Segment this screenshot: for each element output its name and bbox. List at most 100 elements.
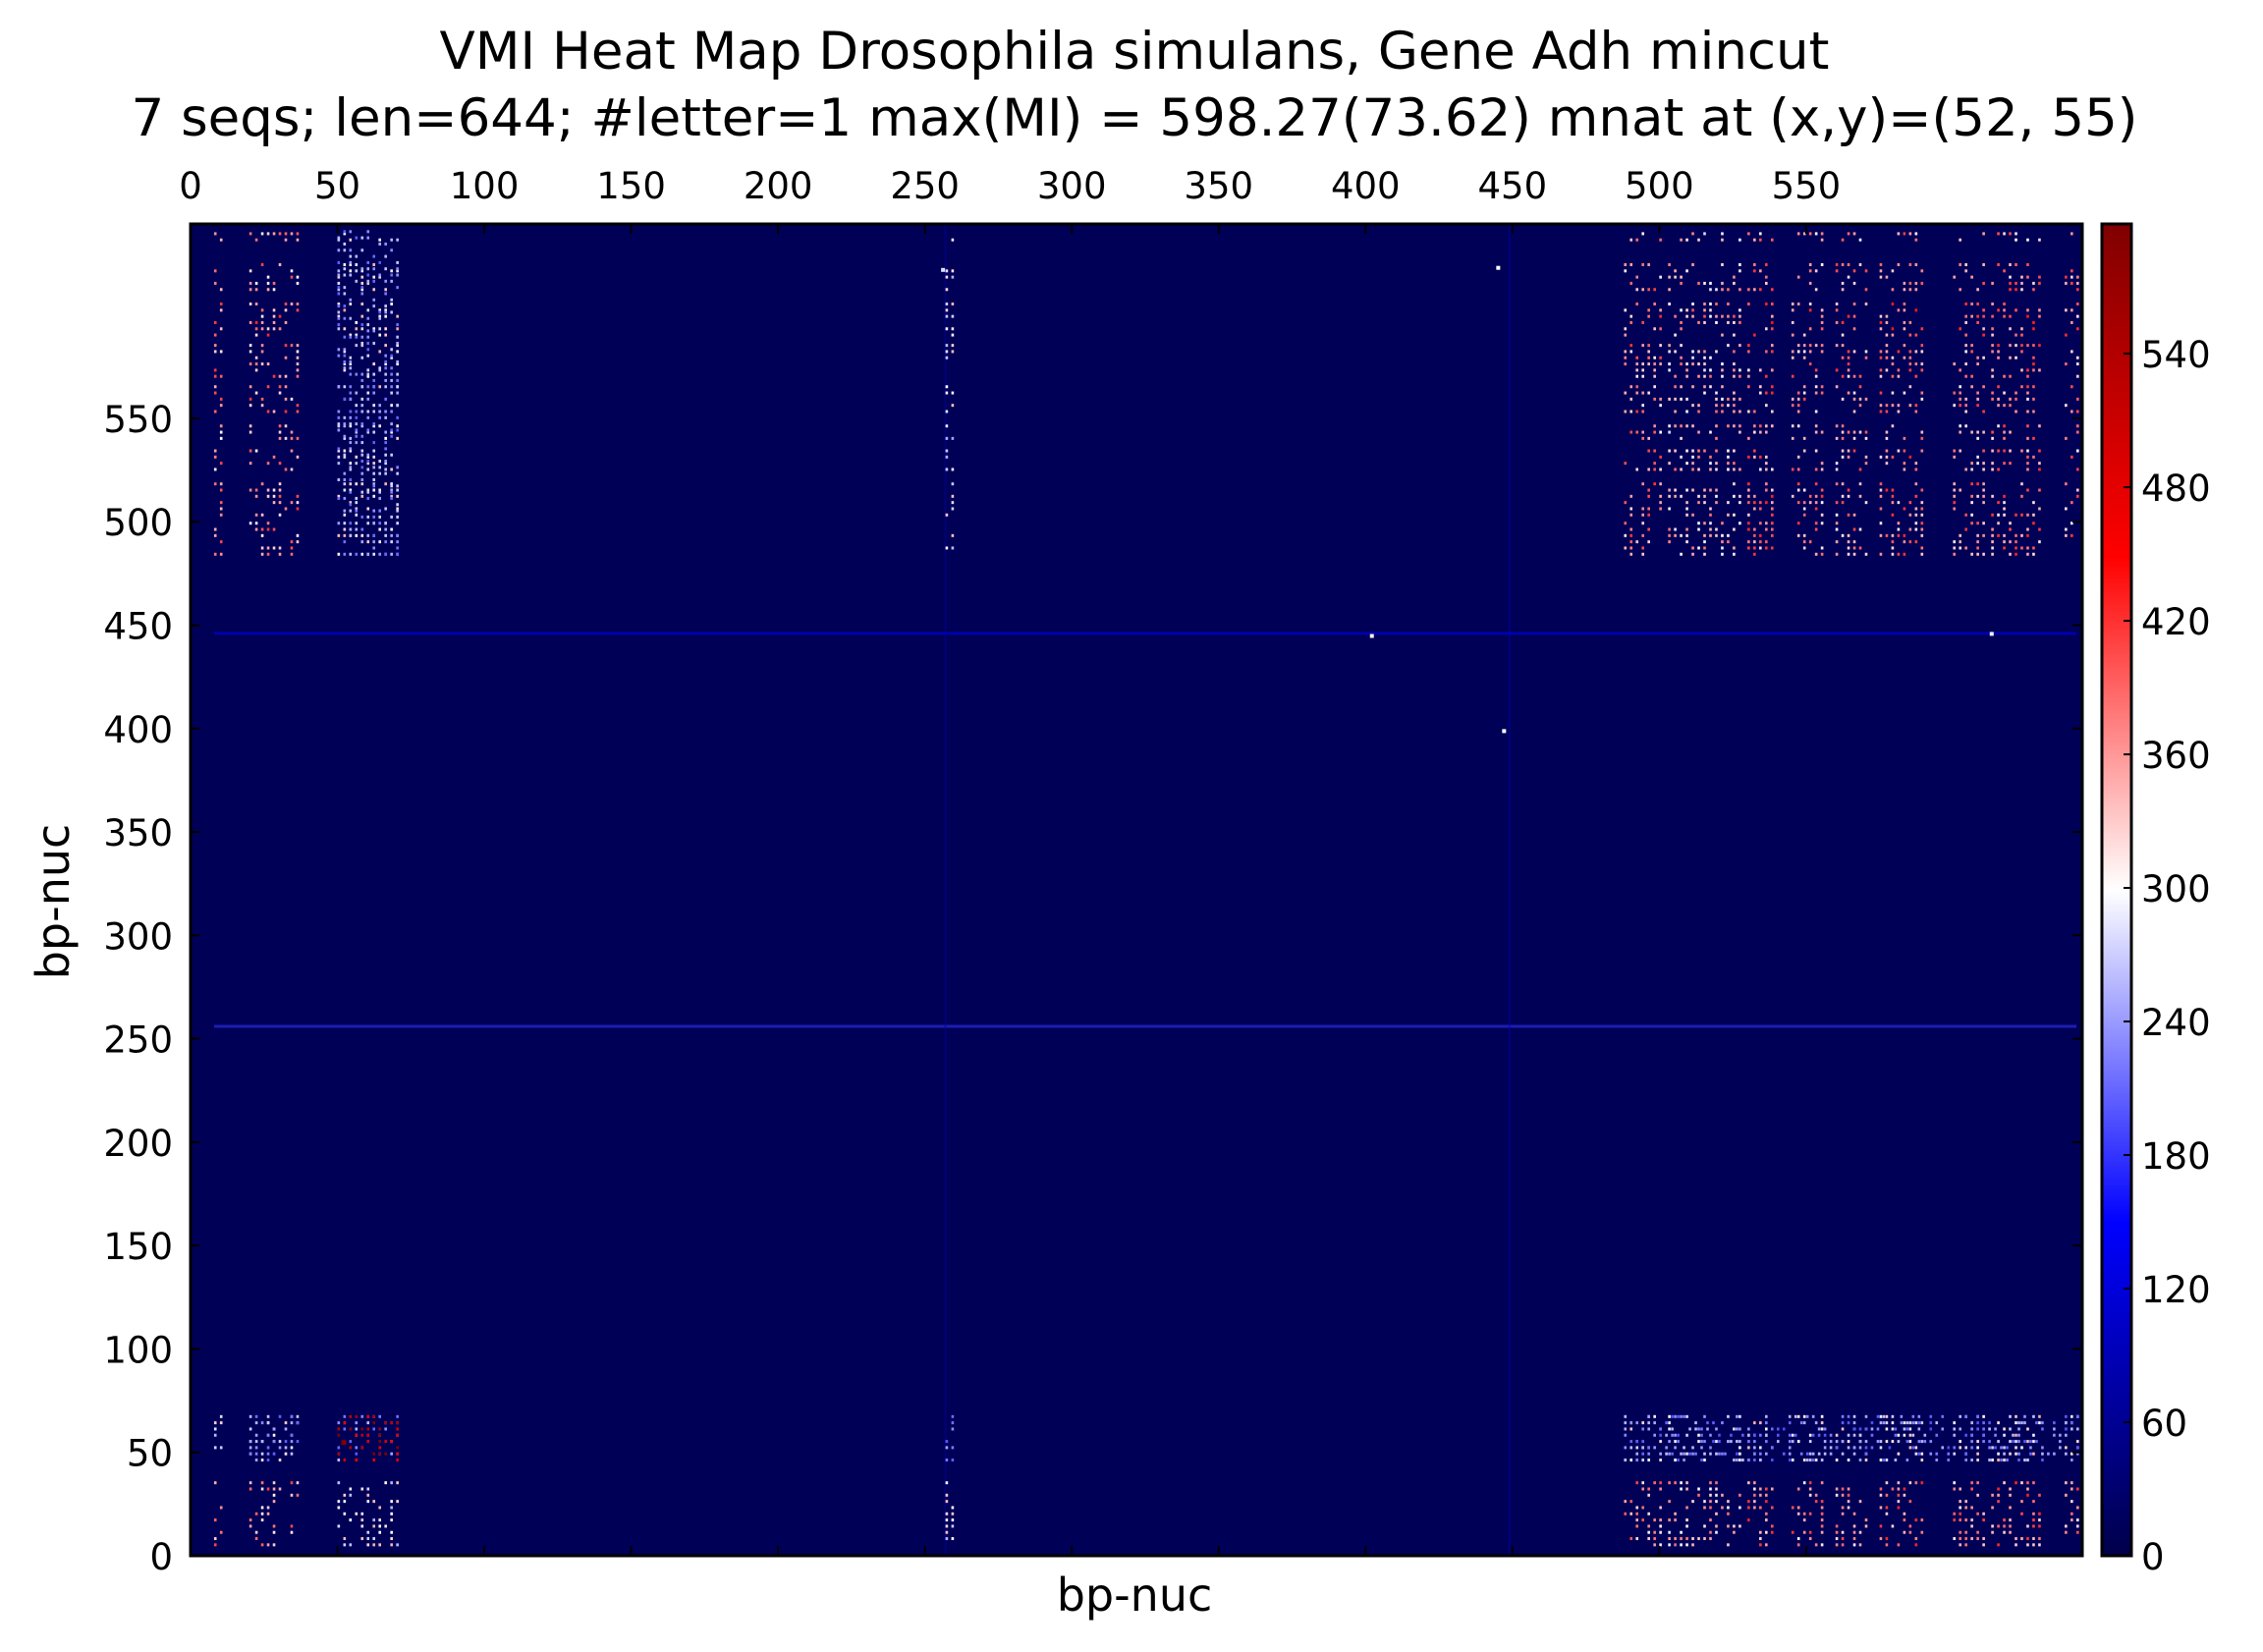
heatmap-cell [1747, 288, 1750, 292]
heatmap-cell [1747, 410, 1750, 413]
heatmap-hot-cell [372, 515, 376, 519]
heatmap-cell [1914, 281, 1918, 285]
heatmap-cell [337, 288, 341, 292]
heatmap-hot-cell [1935, 1421, 1939, 1425]
heatmap-cell [1991, 494, 1994, 498]
heatmap-cell [1709, 1433, 1712, 1437]
heatmap-cell [1765, 275, 1768, 279]
heatmap-cell [254, 1537, 258, 1541]
heatmap-cell [1697, 410, 1700, 413]
heatmap-cell [1991, 1530, 1994, 1534]
heatmap-cell [1841, 455, 1845, 459]
heatmap-hot-cell [384, 310, 387, 314]
heatmap-hot-cell [2041, 1446, 2044, 1450]
heatmap-hot-cell [1894, 1459, 1898, 1462]
heatmap-cell [1997, 449, 2000, 453]
heatmap-cell [1920, 507, 1924, 511]
heatmap-hot-cell [1765, 1440, 1768, 1444]
heatmap-cell [2026, 1459, 2029, 1462]
heatmap-cell [1914, 513, 1918, 517]
plot-frame [189, 222, 2084, 1558]
heatmap-cell [1959, 397, 1961, 401]
heatmap-cell [2009, 449, 2012, 453]
heatmap-hot-cell [396, 335, 399, 339]
heatmap-cell [219, 1414, 223, 1418]
heatmap-cell [1858, 527, 1862, 531]
heatmap-hot-cell [396, 323, 399, 327]
heatmap-cell [1721, 1421, 1724, 1425]
heatmap-cell [296, 533, 300, 537]
heatmap-cell [1668, 527, 1671, 531]
heatmap-cell [1879, 1459, 1883, 1462]
heatmap-cell [1970, 552, 1973, 556]
heatmap-cell [213, 269, 217, 273]
heatmap-cell [1647, 507, 1650, 511]
heatmap-cell [1703, 1459, 1706, 1462]
heatmap-cell [1841, 1506, 1845, 1510]
heatmap-cell [2065, 1524, 2068, 1528]
heatmap-hot-cell [1653, 1433, 1656, 1437]
heatmap-cell [1680, 533, 1683, 537]
heatmap-cell [260, 263, 264, 267]
heatmap-hot-cell [1935, 1452, 1939, 1456]
heatmap-hot-cell [366, 1427, 370, 1431]
heatmap-cell [1976, 404, 1979, 408]
heatmap-hot-cell [349, 372, 353, 376]
heatmap-cell [1721, 1493, 1724, 1497]
heatmap-cell [1753, 410, 1756, 413]
heatmap-cell [1841, 320, 1845, 324]
heatmap-cell [1976, 1452, 1979, 1456]
heatmap-cell [1970, 344, 1973, 348]
heatmap-cell [1897, 1493, 1901, 1497]
heatmap-cell [1733, 1524, 1736, 1528]
heatmap-cell [2009, 314, 2012, 318]
heatmap-hot-cell [1817, 1427, 1821, 1431]
heatmap-hot-cell [360, 540, 364, 544]
heatmap-cell [355, 513, 359, 517]
heatmap-cell [1847, 1446, 1850, 1450]
heatmap-cell [360, 1537, 364, 1541]
heatmap-cell [1770, 314, 1774, 318]
heatmap-cell [390, 468, 393, 471]
heatmap-cell [384, 308, 387, 312]
heatmap-cell [2026, 410, 2029, 413]
heatmap-cell [1841, 281, 1845, 285]
heatmap-cell [266, 333, 270, 337]
heatmap-cell [366, 540, 370, 544]
heatmap-cell [1976, 1530, 1979, 1534]
heatmap-cell [1858, 546, 1862, 550]
heatmap-cell [1747, 1506, 1750, 1510]
heatmap-point [1989, 632, 1994, 636]
heatmap-hot-cell [1647, 1452, 1650, 1456]
colorbar-tick-label: 0 [2141, 1536, 2165, 1578]
heatmap-cell [1770, 320, 1774, 324]
heatmap-cell [2076, 356, 2079, 359]
heatmap-hot-cell [343, 359, 347, 363]
heatmap-cell [1759, 424, 1762, 428]
heatmap-cell [1997, 397, 2000, 401]
heatmap-cell [1953, 404, 1957, 408]
heatmap-cell [1802, 501, 1806, 505]
heatmap-cell [1991, 436, 1994, 440]
heatmap-cell [1897, 263, 1901, 267]
heatmap-cell [1624, 263, 1628, 267]
heatmap-cell [1964, 362, 1967, 366]
heatmap-cell [266, 288, 270, 292]
heatmap-cell [1641, 263, 1644, 267]
heatmap-cell [272, 501, 276, 505]
heatmap-cell [2038, 1512, 2041, 1515]
heatmap-hot-cell [360, 422, 364, 426]
heatmap-cell [1802, 391, 1806, 395]
heatmap-cell [1997, 424, 2000, 428]
heatmap-hot-cell [384, 366, 387, 370]
heatmap-hot-cell [366, 342, 370, 346]
heatmap-cell [1835, 1433, 1839, 1437]
heatmap-cell [1709, 1518, 1712, 1522]
heatmap-cell [1733, 1427, 1736, 1431]
heatmap-cell [951, 344, 955, 348]
heatmap-cell [260, 362, 264, 366]
heatmap-cell [2038, 1414, 2041, 1418]
heatmap-hot-cell [355, 372, 359, 376]
heatmap-cell [1791, 1433, 1794, 1437]
heatmap-cell [1629, 546, 1633, 550]
